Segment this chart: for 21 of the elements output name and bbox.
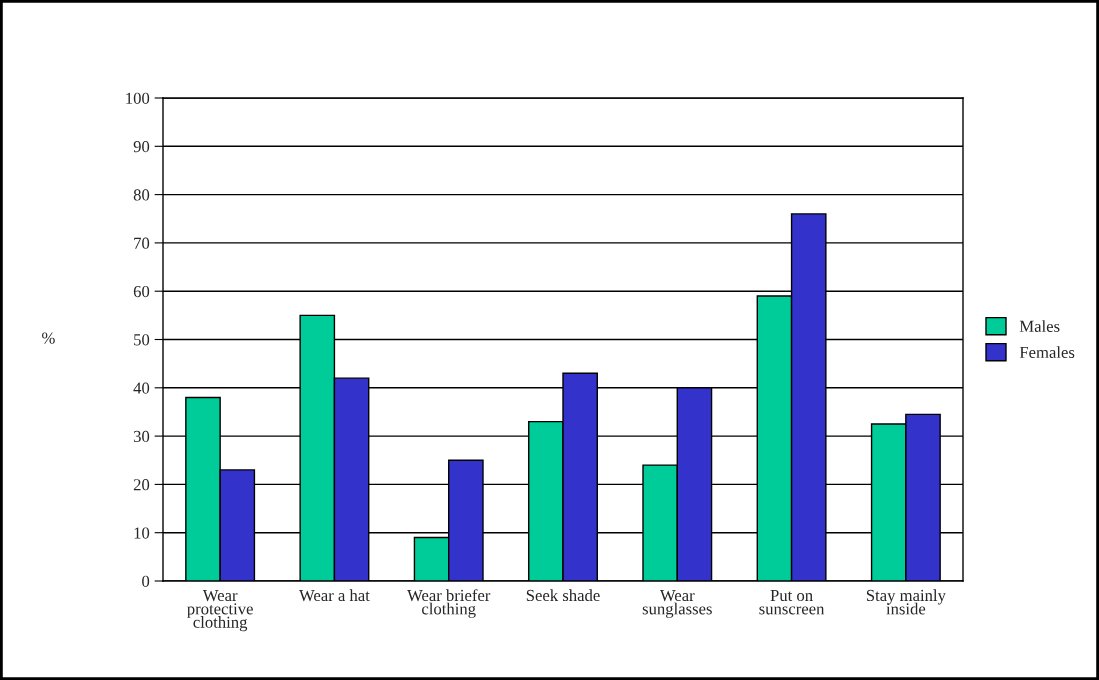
y-tick-label: 60 — [133, 285, 150, 298]
legend-label: Males — [1019, 320, 1060, 332]
x-tick-label: Put on sunscreen — [759, 589, 825, 615]
y-tick-label: 10 — [134, 527, 150, 539]
y-axis-title: % — [42, 332, 55, 344]
x-tick-label: Wear briefer clothing — [407, 589, 491, 618]
x-tick-label: Wear a hat — [299, 589, 370, 602]
y-tick-label: 70 — [134, 237, 150, 249]
y-tick-label: 40 — [133, 382, 150, 394]
y-tick-label: 20 — [133, 479, 150, 491]
x-tick-label: Wear protective clothing — [187, 589, 253, 632]
y-tick-label: 50 — [134, 334, 150, 346]
x-tick-label: Stay mainly inside — [866, 589, 946, 615]
legend-label: Females — [1019, 346, 1075, 358]
y-tick-label: 80 — [133, 189, 150, 201]
x-tick-label: Seek shade — [526, 589, 600, 602]
y-tick-label: 0 — [142, 575, 150, 587]
y-tick-label: 100 — [126, 92, 150, 104]
y-tick-label: 90 — [133, 141, 150, 153]
x-tick-label: Wear sunglasses — [642, 589, 712, 618]
y-tick-label: 30 — [133, 430, 150, 443]
